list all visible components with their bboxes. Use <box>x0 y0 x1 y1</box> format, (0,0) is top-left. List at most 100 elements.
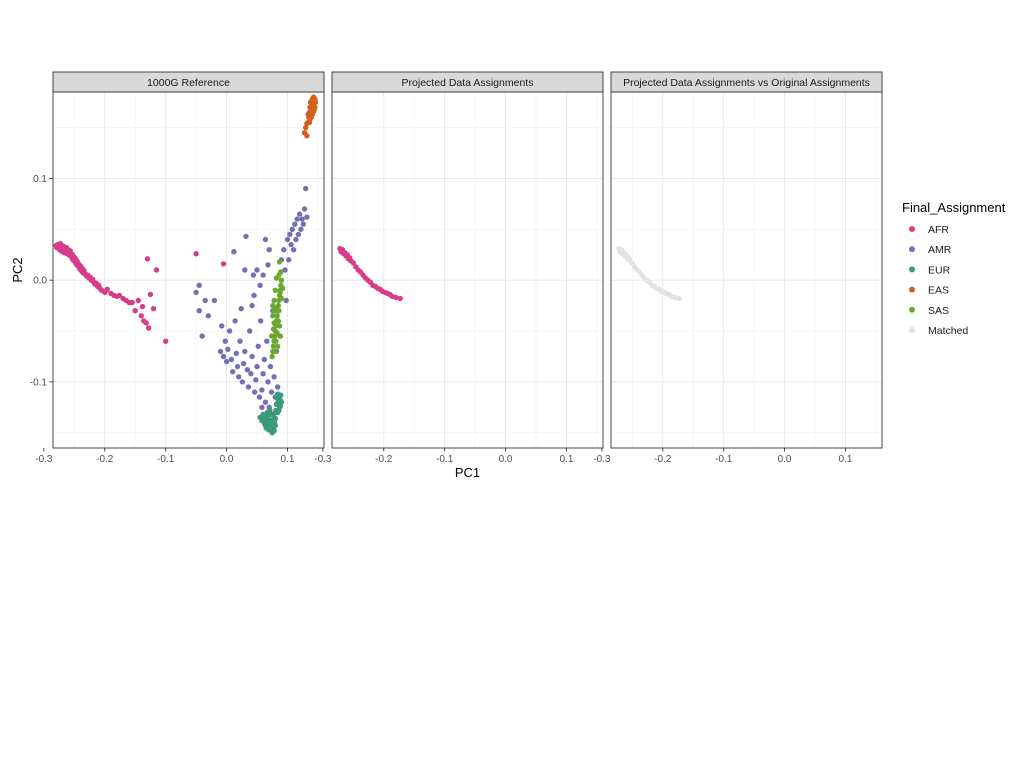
data-point-amr <box>299 216 305 222</box>
legend-label-matched: Matched <box>928 325 968 337</box>
x-tick-label: -0.1 <box>715 454 733 465</box>
data-point-amr <box>264 338 270 344</box>
data-point-amr <box>199 333 205 339</box>
x-tick-label: -0.2 <box>654 454 672 465</box>
facet-title: Projected Data Assignments vs Original A… <box>623 77 870 89</box>
data-point-afr <box>138 313 144 319</box>
data-point-amr <box>288 241 294 248</box>
data-point-amr <box>248 371 254 377</box>
data-point-amr <box>267 363 274 370</box>
data-point-amr <box>258 318 264 324</box>
x-axis-title: PC1 <box>455 465 480 480</box>
data-point-eur <box>272 415 278 422</box>
data-point-amr <box>202 297 208 304</box>
facet-title: Projected Data Assignments <box>402 77 534 89</box>
legend-key-matched <box>909 327 915 333</box>
x-tick-label: -0.3 <box>35 454 53 465</box>
data-point-eur <box>262 421 268 428</box>
x-tick-label: 0.1 <box>560 454 574 465</box>
data-point-eur <box>272 419 278 426</box>
data-point-sas <box>272 348 278 355</box>
data-point-amr <box>251 292 257 299</box>
data-point-amr <box>268 389 275 395</box>
data-point-afr <box>135 297 141 304</box>
data-point-amr <box>266 247 272 253</box>
data-point-amr <box>236 374 242 380</box>
x-tick-label: -0.3 <box>593 454 611 465</box>
data-point-sas <box>273 275 280 281</box>
data-point-afr <box>132 308 138 314</box>
data-point-amr <box>225 346 231 352</box>
data-point-amr <box>220 353 227 360</box>
legend-key-eur <box>909 266 915 273</box>
data-point-matched <box>629 260 635 266</box>
data-point-sas <box>271 297 277 304</box>
data-point-afr <box>139 303 146 310</box>
data-point-sas <box>270 302 276 309</box>
data-point-afr <box>153 267 160 273</box>
data-point-amr <box>281 247 287 253</box>
data-point-eas <box>305 111 311 118</box>
data-point-afr <box>350 260 356 266</box>
data-point-sas <box>274 330 280 336</box>
data-point-amr <box>205 313 211 319</box>
data-point-amr <box>271 374 277 380</box>
panel-background <box>611 92 882 448</box>
data-point-eur <box>278 399 285 405</box>
data-point-amr <box>286 257 292 263</box>
data-point-amr <box>300 221 306 227</box>
x-tick-label: 0.0 <box>499 454 513 465</box>
data-point-amr <box>262 399 269 405</box>
data-point-amr <box>265 262 271 268</box>
y-axis-title: PC2 <box>10 257 25 282</box>
data-point-amr <box>250 272 257 278</box>
data-point-amr <box>237 338 243 344</box>
legend-label-eas: EAS <box>928 285 949 297</box>
data-point-amr <box>256 394 263 400</box>
data-point-amr <box>226 328 233 334</box>
x-tick-label: -0.1 <box>436 454 454 465</box>
legend-key-sas <box>909 306 915 313</box>
y-tick-label: -0.1 <box>30 377 48 388</box>
x-tick-label: 0.1 <box>839 454 853 465</box>
data-point-sas <box>274 313 280 319</box>
data-point-afr <box>393 294 399 301</box>
data-point-afr <box>397 295 403 302</box>
data-point-amr <box>260 371 266 377</box>
data-point-amr <box>282 267 288 273</box>
data-point-sas <box>276 323 283 329</box>
data-point-sas <box>277 289 283 296</box>
x-tick-label: 0.0 <box>220 454 234 465</box>
x-tick-label: -0.1 <box>157 454 175 465</box>
x-tick-label: -0.2 <box>375 454 393 465</box>
data-point-amr <box>290 247 297 253</box>
data-point-afr <box>116 292 123 299</box>
data-point-amr <box>231 249 237 255</box>
data-point-amr <box>240 360 247 367</box>
legend-key-afr <box>909 226 915 232</box>
data-point-amr <box>232 318 238 324</box>
data-point-eur <box>264 416 270 423</box>
legend-label-sas: SAS <box>928 305 949 317</box>
data-point-amr <box>222 338 228 344</box>
data-point-matched <box>676 295 682 302</box>
facet-strip <box>331 71 604 93</box>
data-point-amr <box>223 358 230 365</box>
x-tick-label: -0.2 <box>96 454 114 465</box>
data-point-matched <box>672 294 678 301</box>
data-point-afr <box>150 306 157 312</box>
data-point-amr <box>254 363 260 370</box>
y-tick-label: 0.0 <box>33 276 47 287</box>
data-point-amr <box>249 353 255 360</box>
data-point-sas <box>270 313 276 319</box>
data-point-afr <box>143 320 149 326</box>
data-point-afr <box>104 286 110 292</box>
facet-strip <box>52 71 325 93</box>
data-point-amr <box>261 356 267 363</box>
data-point-amr <box>292 221 298 227</box>
data-point-amr <box>301 206 308 212</box>
data-point-amr <box>294 216 300 222</box>
data-point-amr <box>242 267 248 273</box>
